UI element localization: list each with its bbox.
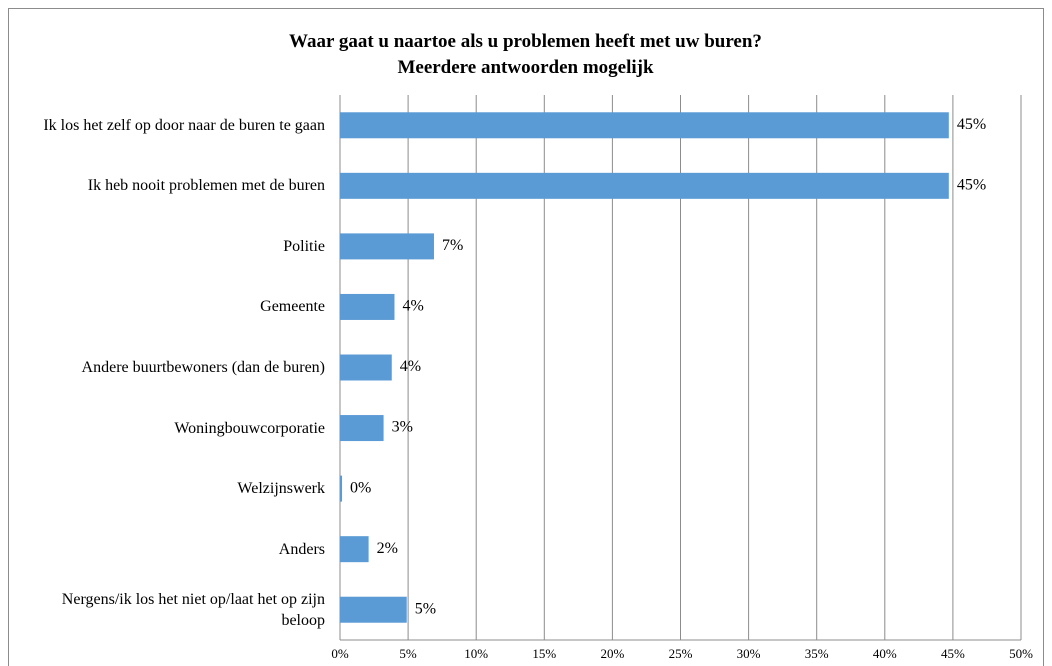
- x-tick-label: 30%: [737, 646, 761, 661]
- value-label: 4%: [400, 358, 421, 375]
- x-tick-label: 35%: [805, 646, 829, 661]
- value-label: 45%: [957, 116, 986, 133]
- y-tick-label: Ik heb nooit problemen met de buren: [87, 177, 325, 195]
- x-tick-label: 10%: [464, 646, 488, 661]
- value-label: 7%: [442, 237, 463, 254]
- x-tick-label: 40%: [873, 646, 897, 661]
- y-tick-label: Nergens/ik los het niet op/laat het op z…: [61, 590, 325, 629]
- value-label: 5%: [415, 600, 436, 617]
- bar: [340, 112, 949, 139]
- bar: [340, 596, 407, 623]
- x-tick-label: 0%: [331, 646, 349, 661]
- chart-subtitle: Meerdere antwoorden mogelijk: [397, 57, 654, 78]
- x-tick-label: 20%: [600, 646, 624, 661]
- chart-border: [8, 8, 1044, 666]
- bar: [340, 293, 395, 320]
- x-tick-label: 15%: [532, 646, 556, 661]
- x-tick-label: 5%: [399, 646, 417, 661]
- value-label: 0%: [350, 479, 371, 496]
- value-label: 4%: [402, 298, 423, 315]
- bar: [340, 415, 384, 442]
- value-label: 2%: [377, 540, 398, 557]
- y-tick-label: Politie: [283, 237, 325, 255]
- y-tick-label: Welzijnswerk: [237, 480, 325, 498]
- bar: [340, 172, 949, 199]
- value-label: 45%: [957, 177, 986, 194]
- x-tick-label: 45%: [941, 646, 965, 661]
- chart-title: Waar gaat u naartoe als u problemen heef…: [289, 31, 762, 52]
- bar: [340, 354, 392, 381]
- x-tick-label: 50%: [1009, 646, 1033, 661]
- y-tick-label: Gemeente: [260, 298, 325, 316]
- y-tick-label: Ik los het zelf op door naar de buren te…: [43, 116, 325, 134]
- y-tick-label: Anders: [278, 540, 325, 558]
- x-tick-label: 25%: [669, 646, 693, 661]
- bar: [340, 233, 434, 260]
- y-tick-label: Andere buurtbewoners (dan de buren): [81, 359, 325, 376]
- y-tick-label: Woningbouwcorporatie: [174, 419, 325, 437]
- value-label: 3%: [392, 419, 413, 436]
- bar: [340, 536, 369, 563]
- bar: [340, 475, 343, 502]
